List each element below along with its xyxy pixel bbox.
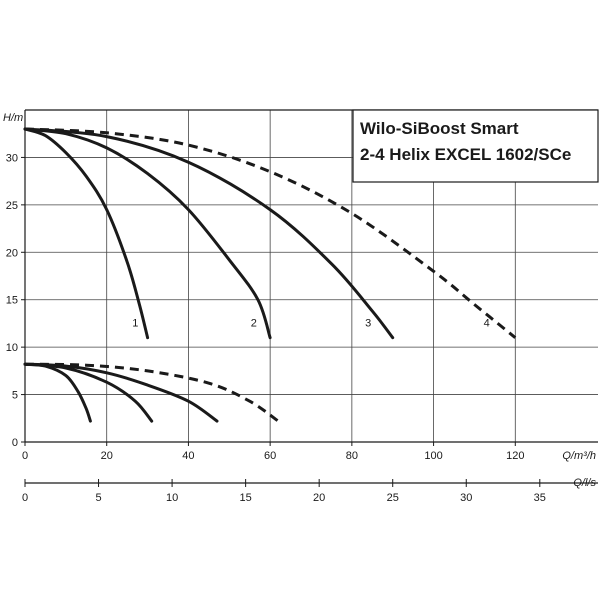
x2-tick-label: 15 [240, 492, 252, 504]
x2-axis-label: Q/l/s [573, 477, 596, 489]
x2-tick-label: 25 [387, 492, 399, 504]
title-box-frame [352, 109, 599, 183]
x-tick-label: 40 [182, 450, 194, 462]
y-tick-label: 20 [6, 247, 18, 259]
curves [23, 127, 517, 423]
x-tick-label: 80 [346, 450, 358, 462]
curve-label-3: 3 [365, 317, 371, 329]
labels: 0 5 10 15 20 25 30 0 20 40 60 80 100 120 0 5 10 15 20 25 30 3… [6, 152, 546, 504]
pump-curve-4 [24, 127, 517, 339]
x-tick-label: 60 [264, 450, 276, 462]
x2-tick-label: 0 [22, 492, 28, 504]
x2-tick-label: 5 [95, 492, 101, 504]
y-tick-label: 15 [6, 295, 18, 307]
y-axis-label: H/m [3, 112, 23, 124]
x-tick-label: 20 [101, 450, 113, 462]
chart-title-line-1: Wilo-SiBoost Smart [360, 119, 519, 138]
x-tick-label: 120 [506, 450, 524, 462]
x-tick-label: 100 [424, 450, 442, 462]
title-box: Wilo-SiBoost Smart 2-4 Helix EXCEL 1602/… [352, 109, 599, 183]
pump-curve-3 [23, 127, 395, 340]
chart-title-line-2: 2-4 Helix EXCEL 1602/SCe [360, 145, 571, 164]
x2-tick-label: 30 [460, 492, 472, 504]
y-tick-label: 25 [6, 200, 18, 212]
y-tick-label: 30 [6, 152, 18, 164]
x2-tick-label: 20 [313, 492, 325, 504]
curve-label-4: 4 [484, 317, 490, 329]
x-tick-label: 0 [22, 450, 28, 462]
pump-curve-1 [23, 127, 150, 340]
y-tick-label: 5 [12, 390, 18, 402]
x-axis-label: Q/m³/h [562, 450, 596, 462]
y-tick-label: 0 [12, 437, 18, 449]
pump-curve-2 [23, 127, 272, 340]
curve-label-1: 1 [132, 317, 138, 329]
x2-tick-label: 35 [534, 492, 546, 504]
pump-curve-lower-7 [24, 362, 280, 423]
curve-label-2: 2 [251, 317, 257, 329]
y-tick-label: 10 [6, 342, 18, 354]
x2-tick-label: 10 [166, 492, 178, 504]
